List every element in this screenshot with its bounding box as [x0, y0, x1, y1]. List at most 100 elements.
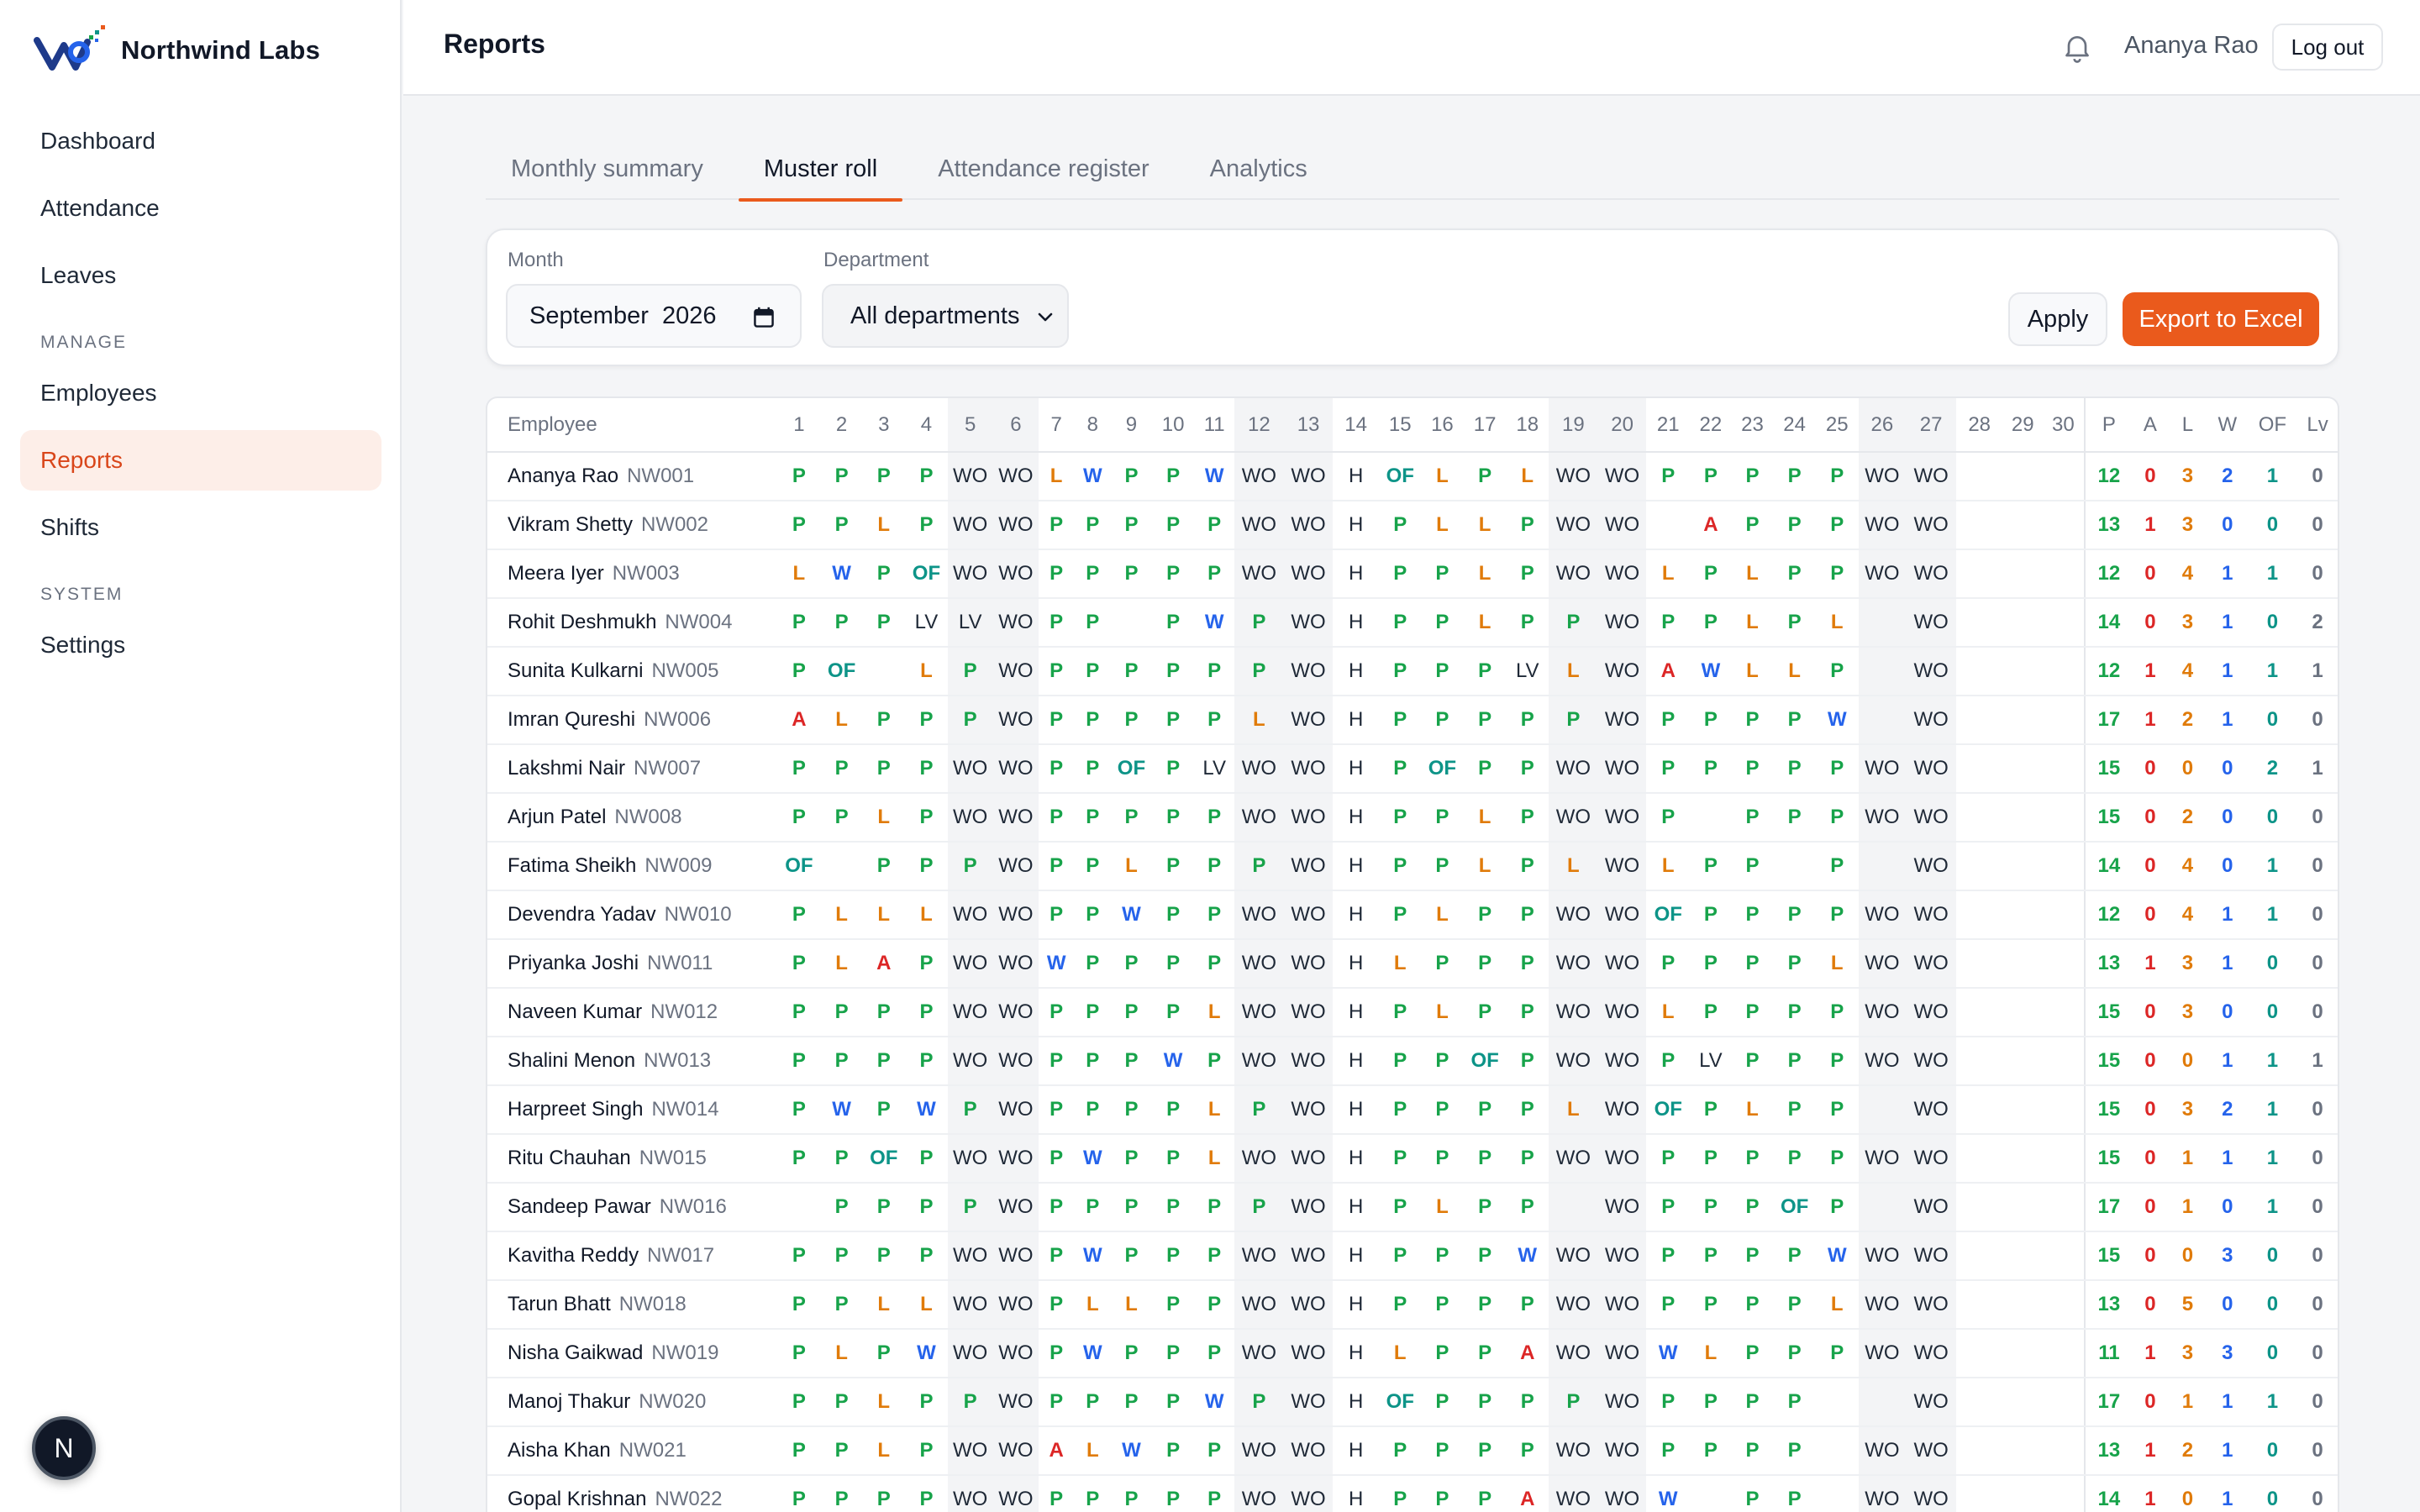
attendance-cell[interactable]: WO: [1858, 1329, 1907, 1378]
attendance-cell[interactable]: P: [1421, 1426, 1464, 1476]
attendance-cell[interactable]: P: [1506, 1426, 1549, 1476]
attendance-cell[interactable]: P: [1549, 696, 1598, 745]
attendance-cell[interactable]: P: [1731, 842, 1774, 891]
attendance-cell[interactable]: [2002, 1475, 2044, 1512]
attendance-cell[interactable]: [2002, 1085, 2044, 1135]
attendance-cell[interactable]: P: [777, 501, 821, 550]
attendance-cell[interactable]: P: [1463, 1378, 1507, 1427]
attendance-cell[interactable]: P: [947, 1378, 993, 1427]
attendance-cell[interactable]: P: [905, 939, 948, 989]
attendance-cell[interactable]: L: [862, 890, 906, 940]
attendance-cell[interactable]: L: [1549, 647, 1598, 696]
attendance-cell[interactable]: P: [862, 1183, 906, 1232]
attendance-cell[interactable]: H: [1332, 988, 1380, 1037]
attendance-cell[interactable]: P: [1646, 793, 1691, 843]
attendance-cell[interactable]: P: [1111, 1183, 1152, 1232]
attendance-cell[interactable]: WO: [1284, 1231, 1333, 1281]
attendance-cell[interactable]: P: [1194, 1475, 1234, 1512]
attendance-cell[interactable]: [1955, 1183, 2003, 1232]
attendance-cell[interactable]: WO: [1858, 1037, 1907, 1086]
attendance-cell[interactable]: OF: [777, 842, 821, 891]
attendance-cell[interactable]: W: [905, 1329, 948, 1378]
attendance-cell[interactable]: WO: [1284, 647, 1333, 696]
attendance-cell[interactable]: P: [1194, 1183, 1234, 1232]
attendance-cell[interactable]: L: [1463, 842, 1507, 891]
attendance-cell[interactable]: P: [1731, 988, 1774, 1037]
attendance-cell[interactable]: L: [1731, 647, 1774, 696]
attendance-cell[interactable]: [1955, 1134, 2003, 1184]
attendance-cell[interactable]: WO: [947, 988, 993, 1037]
attendance-cell[interactable]: WO: [1284, 452, 1333, 501]
attendance-cell[interactable]: P: [1731, 1378, 1774, 1427]
attendance-cell[interactable]: WO: [992, 1378, 1039, 1427]
attendance-cell[interactable]: P: [1773, 890, 1816, 940]
attendance-cell[interactable]: P: [1646, 1378, 1691, 1427]
attendance-cell[interactable]: [2002, 842, 2044, 891]
attendance-cell[interactable]: WO: [992, 1280, 1039, 1330]
attendance-cell[interactable]: P: [905, 793, 948, 843]
table-row[interactable]: Arjun Patel NW008 P P L P WO WO P P P P P WO WO H P P L P WO…: [487, 793, 2338, 843]
attendance-cell[interactable]: P: [820, 1475, 863, 1512]
attendance-cell[interactable]: P: [1731, 744, 1774, 794]
attendance-cell[interactable]: A: [1039, 1426, 1074, 1476]
attendance-cell[interactable]: [2043, 549, 2085, 599]
attendance-cell[interactable]: P: [1815, 1134, 1859, 1184]
attendance-cell[interactable]: P: [1463, 1085, 1507, 1135]
attendance-cell[interactable]: [2002, 1183, 2044, 1232]
attendance-cell[interactable]: OF: [1463, 1037, 1507, 1086]
attendance-cell[interactable]: L: [1773, 647, 1816, 696]
attendance-cell[interactable]: A: [1506, 1475, 1549, 1512]
attendance-cell[interactable]: L: [1731, 1085, 1774, 1135]
attendance-cell[interactable]: P: [862, 696, 906, 745]
attendance-cell[interactable]: WO: [1284, 793, 1333, 843]
attendance-cell[interactable]: P: [1690, 1426, 1732, 1476]
attendance-cell[interactable]: [1955, 1329, 2003, 1378]
attendance-cell[interactable]: P: [1506, 549, 1549, 599]
attendance-cell[interactable]: [1955, 793, 2003, 843]
attendance-cell[interactable]: L: [1421, 988, 1464, 1037]
attendance-cell[interactable]: P: [905, 988, 948, 1037]
attendance-cell[interactable]: H: [1332, 1378, 1380, 1427]
attendance-cell[interactable]: P: [1815, 988, 1859, 1037]
attendance-cell[interactable]: WO: [1597, 1280, 1647, 1330]
attendance-cell[interactable]: P: [1194, 1037, 1234, 1086]
attendance-cell[interactable]: P: [905, 842, 948, 891]
attendance-cell[interactable]: WO: [947, 939, 993, 989]
attendance-cell[interactable]: P: [1815, 549, 1859, 599]
attendance-cell[interactable]: P: [1379, 988, 1422, 1037]
attendance-cell[interactable]: P: [1506, 1085, 1549, 1135]
attendance-cell[interactable]: P: [1506, 598, 1549, 648]
attendance-cell[interactable]: W: [820, 1085, 863, 1135]
attendance-cell[interactable]: P: [1731, 1231, 1774, 1281]
attendance-cell[interactable]: P: [1379, 647, 1422, 696]
attendance-cell[interactable]: P: [1111, 1037, 1152, 1086]
attendance-cell[interactable]: P: [1463, 1183, 1507, 1232]
attendance-cell[interactable]: [2043, 1280, 2085, 1330]
attendance-cell[interactable]: P: [820, 1183, 863, 1232]
attendance-cell[interactable]: P: [1731, 890, 1774, 940]
attendance-cell[interactable]: P: [1194, 549, 1234, 599]
attendance-cell[interactable]: WO: [1906, 842, 1956, 891]
attendance-cell[interactable]: P: [947, 647, 993, 696]
attendance-cell[interactable]: P: [1151, 890, 1195, 940]
attendance-cell[interactable]: [2002, 939, 2044, 989]
table-row[interactable]: Kavitha Reddy NW017 P P P P WO WO P W P P P WO WO H P P P W…: [487, 1231, 2338, 1281]
attendance-cell[interactable]: [1815, 1378, 1859, 1427]
attendance-cell[interactable]: L: [1421, 890, 1464, 940]
attendance-cell[interactable]: P: [1463, 1475, 1507, 1512]
attendance-cell[interactable]: P: [1690, 1183, 1732, 1232]
attendance-cell[interactable]: P: [777, 1280, 821, 1330]
attendance-cell[interactable]: P: [777, 1231, 821, 1281]
attendance-cell[interactable]: [1955, 988, 2003, 1037]
attendance-cell[interactable]: P: [1731, 1183, 1774, 1232]
attendance-cell[interactable]: P: [777, 890, 821, 940]
attendance-cell[interactable]: P: [1151, 1426, 1195, 1476]
attendance-cell[interactable]: L: [1646, 988, 1691, 1037]
attendance-cell[interactable]: P: [1421, 1134, 1464, 1184]
attendance-cell[interactable]: P: [1731, 1329, 1774, 1378]
attendance-cell[interactable]: [1955, 842, 2003, 891]
attendance-cell[interactable]: WO: [1906, 1280, 1956, 1330]
attendance-cell[interactable]: P: [777, 988, 821, 1037]
attendance-cell[interactable]: P: [1506, 1037, 1549, 1086]
attendance-cell[interactable]: P: [820, 793, 863, 843]
